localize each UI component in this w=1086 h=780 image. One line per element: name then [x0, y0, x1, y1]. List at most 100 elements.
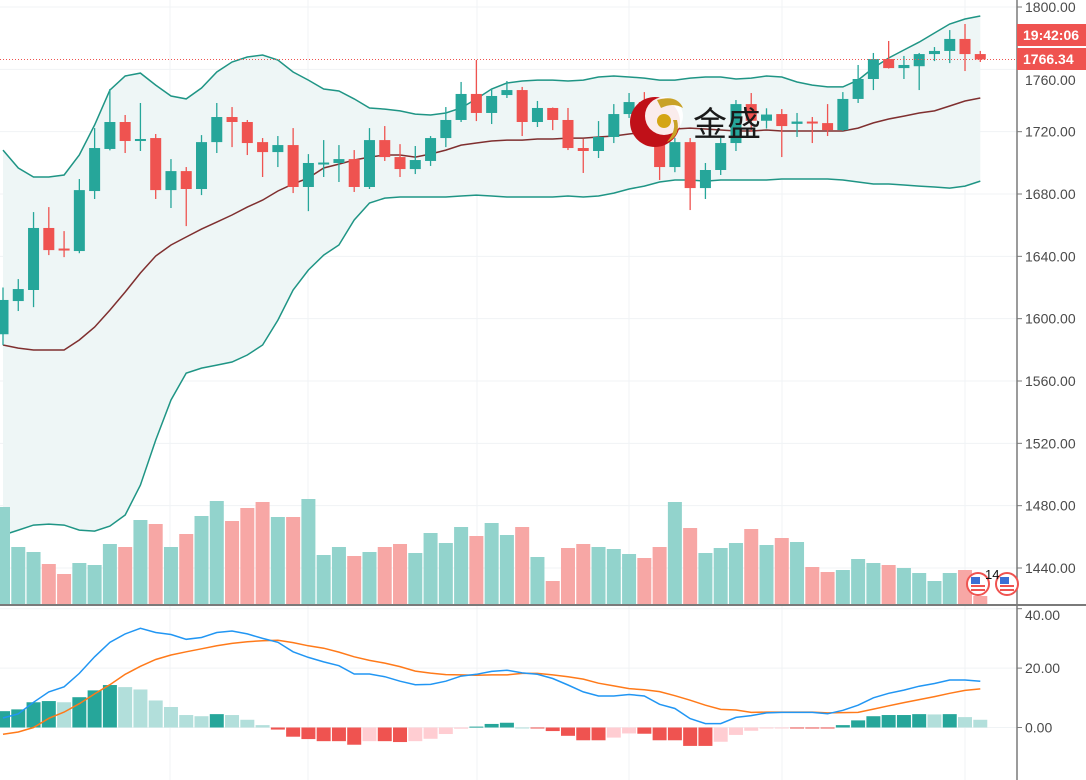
macd-tick-label: 20.00	[1025, 660, 1060, 676]
volume-bar	[163, 547, 178, 604]
candle	[211, 102, 223, 154]
macd-histogram-bar	[454, 727, 469, 729]
candle	[394, 144, 406, 178]
us-flag-icon[interactable]	[966, 572, 990, 596]
candle-body	[593, 136, 605, 151]
candle	[43, 207, 55, 256]
macd-histogram-bar	[26, 702, 41, 728]
macd-histogram-bar	[942, 714, 957, 728]
candle-body	[318, 162, 330, 165]
volume-bar	[11, 547, 26, 604]
candle	[547, 107, 559, 131]
macd-histogram-bar	[851, 720, 866, 728]
candle	[470, 59, 482, 122]
candle-body	[913, 54, 925, 67]
candle	[883, 40, 895, 69]
candle-body	[684, 142, 696, 189]
macd-histogram-bar	[133, 689, 148, 728]
volume-bar	[286, 517, 301, 604]
macd-histogram-bar	[973, 719, 988, 728]
macd-histogram-bar	[896, 715, 911, 728]
macd-histogram-bar	[362, 727, 377, 742]
macd-histogram-bar	[484, 723, 499, 728]
candle-body	[745, 104, 757, 121]
volume-bar	[576, 544, 591, 604]
candle-body	[272, 145, 284, 153]
candle	[134, 102, 146, 151]
candle-body	[608, 114, 620, 137]
volume-bar	[0, 507, 10, 604]
candle	[455, 81, 467, 123]
macd-histogram-bar	[958, 717, 973, 728]
candle-body	[974, 54, 986, 60]
volume-bar	[667, 502, 682, 604]
volume-bar	[683, 528, 698, 604]
candle-body	[104, 122, 116, 149]
volume-bar	[225, 521, 240, 604]
economic-event-markers[interactable]: 14	[966, 567, 1019, 596]
us-flag-icon[interactable]	[995, 572, 1019, 596]
candle	[0, 287, 9, 346]
volume-bar	[790, 542, 805, 604]
candle-body	[837, 98, 849, 131]
macd-histogram-bar	[805, 727, 820, 729]
candle-body	[898, 64, 910, 69]
candle	[730, 100, 742, 151]
candle-body	[28, 227, 40, 290]
candle	[715, 138, 727, 175]
macd-pane	[0, 604, 1086, 746]
macd-histogram-bar	[667, 727, 682, 741]
price-tick-label: 1520.00	[1025, 435, 1076, 451]
candle-body	[730, 104, 742, 144]
macd-histogram-bar	[194, 716, 209, 728]
candle	[226, 107, 238, 148]
axis-background	[1017, 0, 1086, 780]
macd-histogram-bar	[881, 715, 896, 728]
candle	[165, 159, 177, 209]
macd-line	[2, 627, 981, 725]
candle	[333, 145, 345, 183]
volume-bar	[377, 547, 392, 604]
candle-body	[455, 93, 467, 120]
candle	[104, 88, 116, 151]
candle-body	[806, 121, 818, 124]
candle-body	[822, 123, 834, 131]
candle-body	[0, 299, 9, 335]
candle	[73, 179, 85, 254]
candle	[608, 104, 620, 144]
candle-body	[867, 59, 879, 79]
candle	[363, 128, 375, 190]
volume-bar	[393, 544, 408, 604]
last-price-value: 1766.34	[1023, 51, 1074, 67]
macd-histogram-bar	[0, 711, 10, 728]
candle-body	[531, 107, 543, 123]
price-tick-label: 1480.00	[1025, 498, 1076, 514]
candle	[562, 107, 574, 151]
macd-histogram-bar	[393, 727, 408, 743]
macd-histogram-bar	[790, 727, 805, 729]
macd-histogram-bar	[866, 716, 881, 728]
candle-body	[211, 117, 223, 143]
candle-body	[241, 122, 253, 144]
volume-bar	[530, 557, 545, 604]
candle	[58, 231, 70, 258]
volume-bars	[0, 499, 988, 604]
candle	[776, 109, 788, 158]
volume-bar	[622, 554, 637, 604]
candle-body	[43, 227, 55, 251]
price-axis[interactable]: 1800.00 1760.00 1720.00 1680.00 1640.00 1600.…	[1016, 0, 1086, 780]
candle-body	[150, 138, 162, 191]
volume-bar	[362, 552, 377, 604]
candle-body	[73, 190, 85, 252]
volume-bar	[240, 508, 255, 604]
macd-histogram-bar	[179, 715, 194, 728]
candle-body	[302, 162, 314, 187]
volume-bar	[133, 520, 148, 604]
volume-bar	[484, 523, 499, 604]
macd-histogram-bar	[11, 709, 26, 728]
candle-body	[959, 38, 971, 55]
candle-body	[226, 117, 238, 123]
volume-bar	[270, 517, 285, 604]
candle-body	[623, 102, 635, 115]
